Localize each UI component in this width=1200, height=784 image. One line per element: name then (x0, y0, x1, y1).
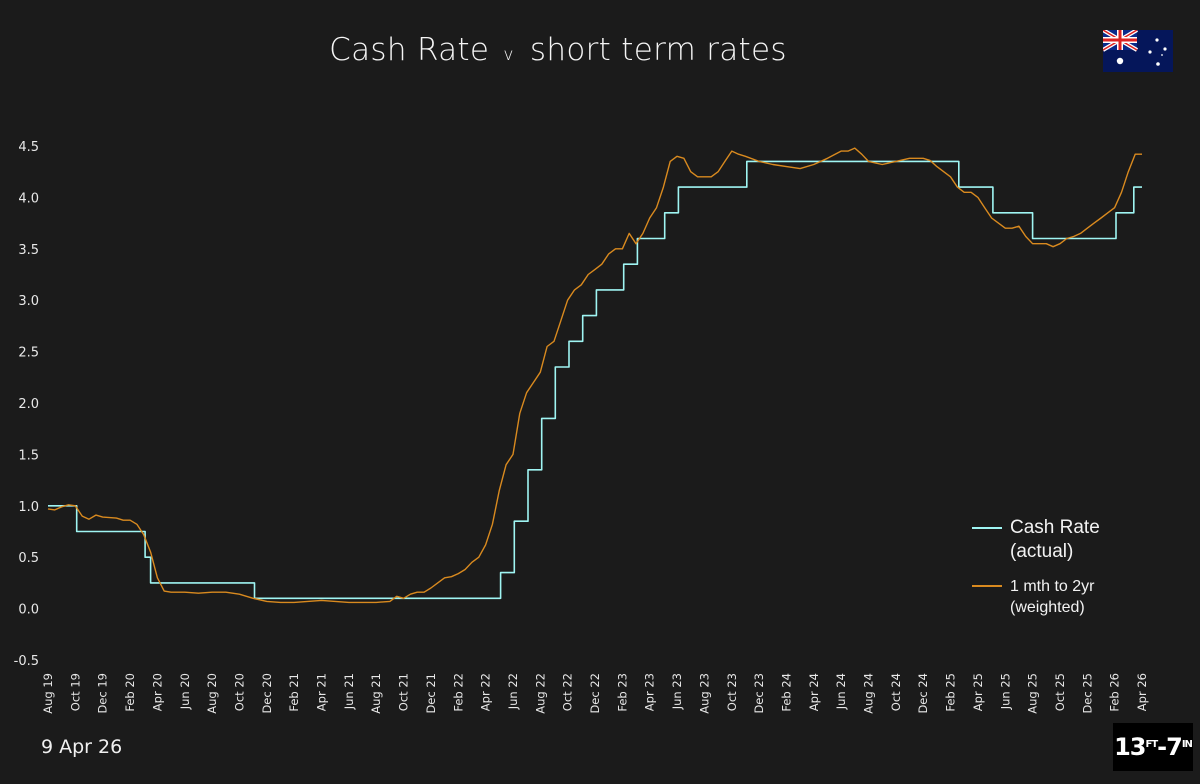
x-tick-label: Feb 26 (1108, 673, 1122, 712)
x-tick-label: Aug 23 (697, 673, 711, 714)
x-tick-label: Dec 22 (588, 673, 602, 714)
legend-item-short-rates: 1 mth to 2yr (weighted) (972, 576, 1192, 618)
australian-flag-icon (1103, 30, 1173, 72)
x-tick-label: Aug 19 (41, 673, 55, 714)
x-tick-label: Dec 23 (752, 673, 766, 714)
x-tick-label: Jun 24 (834, 673, 848, 710)
y-tick-label: 4.5 (18, 140, 39, 155)
x-tick-label: Apr 25 (971, 673, 985, 711)
x-tick-label: Feb 25 (944, 673, 958, 712)
x-tick-label: Feb 24 (779, 673, 793, 712)
x-tick-label: Feb 23 (615, 673, 629, 712)
x-tick-label: Apr 23 (643, 673, 657, 711)
logo-part-b: 7 (1166, 733, 1183, 761)
x-tick-label: Dec 25 (1080, 673, 1094, 714)
x-tick-label: Dec 19 (96, 673, 110, 714)
x-tick-label: Oct 23 (725, 673, 739, 711)
x-tick-label: Aug 25 (1026, 673, 1040, 714)
x-tick-label: Apr 21 (315, 673, 329, 711)
x-tick-label: Jun 25 (998, 673, 1012, 710)
chart-title: Cash Rate v short term rates (0, 32, 1116, 68)
x-tick-label: Jun 21 (342, 673, 356, 710)
x-tick-label: Oct 19 (68, 673, 82, 711)
y-tick-label: -0.5 (14, 654, 39, 669)
x-tick-label: Feb 22 (451, 673, 465, 712)
y-tick-label: 1.0 (18, 500, 39, 515)
legend-item-cash-rate: Cash Rate (actual) (972, 516, 1192, 564)
date-label: 9 Apr 26 (41, 736, 123, 758)
legend-sublabel-short-rates: (weighted) (1010, 599, 1085, 616)
x-tick-label: Dec 20 (260, 673, 274, 714)
logo-part-ft: FT (1145, 738, 1158, 750)
legend-swatch-short-rates (972, 585, 1002, 587)
x-tick-label: Jun 20 (178, 673, 192, 710)
x-tick-label: Apr 26 (1135, 673, 1149, 711)
x-tick-label: Aug 22 (533, 673, 547, 714)
y-tick-label: 1.5 (18, 448, 39, 463)
logo-part-in: IN (1181, 738, 1193, 750)
y-tick-label: 3.5 (18, 243, 39, 258)
title-main: Cash Rate (329, 32, 490, 68)
x-tick-label: Apr 24 (807, 673, 821, 711)
x-tick-label: Dec 21 (424, 673, 438, 714)
title-connector: v (503, 45, 514, 65)
title-rest: short term rates (529, 32, 787, 68)
series-cash-rate-line (48, 160, 1142, 600)
x-tick-label: Apr 20 (150, 673, 164, 711)
x-tick-label: Oct 22 (561, 673, 575, 711)
logo-part-a: 13 (1114, 733, 1146, 761)
logo-part-dash: - (1157, 733, 1167, 761)
x-tick-label: Jun 22 (506, 673, 520, 710)
x-tick-label: Apr 22 (479, 673, 493, 711)
x-tick-label: Dec 24 (916, 673, 930, 714)
legend-label-short-rates: 1 mth to 2yr (1010, 578, 1095, 595)
x-tick-label: Oct 25 (1053, 673, 1067, 711)
legend-label-cash-rate: Cash Rate (1010, 517, 1100, 538)
x-tick-label: Feb 20 (123, 673, 137, 712)
x-tick-label: Feb 21 (287, 673, 301, 712)
x-tick-label: Aug 24 (862, 673, 876, 714)
x-tick-label: Oct 21 (397, 673, 411, 711)
x-tick-label: Oct 24 (889, 673, 903, 711)
x-tick-label: Jun 23 (670, 673, 684, 710)
y-tick-label: 2.0 (18, 397, 39, 412)
legend-sublabel-cash-rate: (actual) (1010, 541, 1074, 562)
y-tick-label: 0.0 (18, 603, 39, 618)
y-tick-label: 2.5 (18, 346, 39, 361)
legend-swatch-cash-rate (972, 527, 1002, 529)
y-tick-label: 0.5 (18, 551, 39, 566)
x-tick-label: Aug 20 (205, 673, 219, 714)
x-tick-label: Aug 21 (369, 673, 383, 714)
y-tick-label: 3.0 (18, 294, 39, 309)
x-tick-label: Oct 20 (232, 673, 246, 711)
legend: Cash Rate (actual) 1 mth to 2yr (weighte… (972, 516, 1192, 618)
y-tick-label: 4.0 (18, 191, 39, 206)
series-short-rates-line (47, 147, 1142, 604)
brand-logo: 13 FT -7 IN (1113, 723, 1193, 771)
